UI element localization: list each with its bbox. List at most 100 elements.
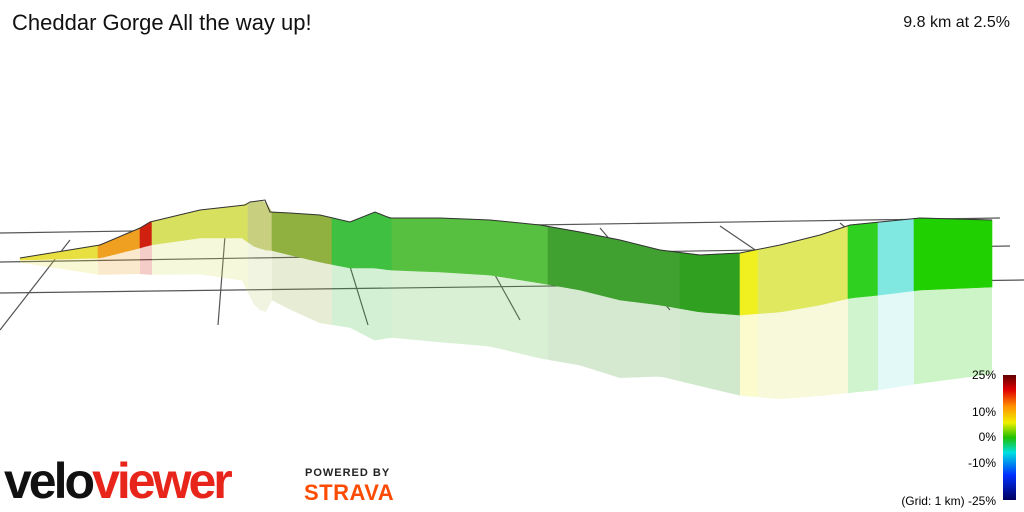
reflection-segment bbox=[758, 313, 764, 398]
reflection-segment bbox=[338, 265, 344, 327]
ribbon-segment bbox=[925, 217, 933, 291]
reflection-segment bbox=[668, 306, 674, 380]
reflection-segment bbox=[806, 306, 812, 398]
reflection-segment bbox=[698, 311, 704, 388]
ribbon-segment bbox=[625, 241, 633, 302]
reflection-segment bbox=[626, 300, 632, 378]
ribbon-segment bbox=[787, 241, 795, 311]
title: Cheddar Gorge All the way up! bbox=[12, 10, 312, 35]
ribbon-segment bbox=[943, 218, 951, 290]
reflection-segment bbox=[770, 312, 776, 399]
reflection-segment bbox=[350, 268, 356, 331]
ribbon-segment bbox=[349, 219, 357, 269]
reflection-segment bbox=[260, 248, 266, 312]
ribbon-segment bbox=[169, 215, 177, 243]
reflection-segment bbox=[470, 273, 476, 346]
ribbon-segment bbox=[367, 211, 375, 269]
ribbon-segment bbox=[643, 245, 651, 305]
reflection-segment bbox=[386, 269, 392, 339]
reflection-segment bbox=[518, 279, 524, 355]
ribbon-segment bbox=[319, 214, 327, 264]
ribbon-segment bbox=[745, 250, 753, 315]
reflection-segment bbox=[710, 312, 716, 390]
reflection-segment bbox=[680, 308, 686, 383]
reflection-segment bbox=[848, 297, 854, 394]
strava[interactable]: STRAVA bbox=[304, 480, 394, 505]
reflection-segment bbox=[416, 271, 422, 341]
ribbon-segment bbox=[79, 246, 87, 259]
logo[interactable]: veloviewer bbox=[4, 453, 235, 509]
reflection-segment bbox=[308, 259, 314, 321]
reflection-segment bbox=[224, 238, 230, 279]
reflection-segment bbox=[362, 268, 368, 338]
ribbon-segment bbox=[589, 233, 597, 295]
reflection-segment bbox=[800, 307, 806, 398]
ribbon-segment bbox=[559, 228, 567, 288]
reflection-segment bbox=[752, 313, 758, 398]
ribbon-segment bbox=[895, 219, 903, 294]
ribbon-segment bbox=[703, 254, 711, 314]
ribbon-segment bbox=[229, 205, 237, 239]
ribbon-segment bbox=[541, 224, 549, 285]
ribbon-segment bbox=[883, 220, 891, 295]
reflection-segment bbox=[764, 312, 770, 399]
reflection-segment bbox=[446, 272, 452, 344]
ribbon-segment bbox=[187, 211, 195, 241]
reflection-segment bbox=[68, 258, 74, 271]
ribbon-segment bbox=[211, 207, 219, 239]
reflection-segment bbox=[794, 308, 800, 399]
ribbon-segment bbox=[499, 220, 507, 278]
reflection-segment bbox=[602, 295, 608, 375]
reflection-segment bbox=[374, 268, 380, 341]
ribbon-segment bbox=[889, 220, 897, 295]
reflection-segment bbox=[824, 302, 830, 396]
reflection-segment bbox=[86, 258, 92, 274]
ribbon-segment bbox=[223, 206, 231, 239]
reflection-segment bbox=[254, 246, 260, 311]
ribbon-segment bbox=[427, 217, 435, 273]
reflection-segment bbox=[536, 282, 542, 359]
reflection-segment bbox=[302, 257, 308, 318]
reflection-segment bbox=[38, 259, 44, 267]
ribbon-segment bbox=[493, 220, 501, 277]
legend-label: 0% bbox=[979, 430, 997, 444]
ribbon-segment bbox=[601, 236, 609, 298]
ribbon-segment bbox=[847, 224, 855, 299]
reflection-segment bbox=[20, 259, 26, 264]
reflection-segment bbox=[608, 297, 614, 377]
ribbon-segment bbox=[769, 245, 777, 314]
ribbon-segment bbox=[523, 223, 531, 282]
reflection-segment bbox=[686, 309, 692, 385]
gradient-scale bbox=[1003, 375, 1016, 500]
ribbon-segment bbox=[193, 209, 201, 240]
reflection-segment bbox=[500, 276, 506, 351]
reflection-segment bbox=[566, 287, 572, 364]
ribbon-segment bbox=[553, 227, 561, 287]
ribbon-segment bbox=[979, 219, 987, 288]
ribbon-segment bbox=[937, 218, 945, 290]
ribbon-segment bbox=[277, 212, 285, 254]
reflection-segment bbox=[938, 289, 944, 382]
reflection-segment bbox=[140, 246, 146, 275]
reflection-segment bbox=[782, 310, 788, 399]
ribbon-segment bbox=[835, 227, 843, 302]
reflection-segment bbox=[914, 290, 920, 385]
ribbon-segment bbox=[175, 213, 183, 242]
reflection-segment bbox=[194, 238, 200, 275]
ribbon-segment bbox=[313, 214, 321, 263]
reflection-segment bbox=[494, 275, 500, 349]
reflection-segment bbox=[578, 289, 584, 367]
ribbon-segment bbox=[685, 252, 693, 311]
ribbon-segment bbox=[475, 219, 483, 275]
ribbon-segment bbox=[157, 218, 165, 245]
ribbon-segment bbox=[871, 221, 879, 297]
reflection-segment bbox=[872, 295, 878, 391]
powered-by: POWERED BY bbox=[305, 467, 390, 479]
reflection-segment bbox=[488, 274, 494, 348]
ribbon-segment bbox=[811, 235, 819, 307]
ribbon-segment bbox=[163, 216, 171, 244]
ribbon-segment bbox=[775, 244, 783, 313]
ribbon-segment bbox=[829, 229, 837, 304]
reflection-segment bbox=[110, 254, 116, 275]
ribbon-segment bbox=[967, 219, 975, 289]
